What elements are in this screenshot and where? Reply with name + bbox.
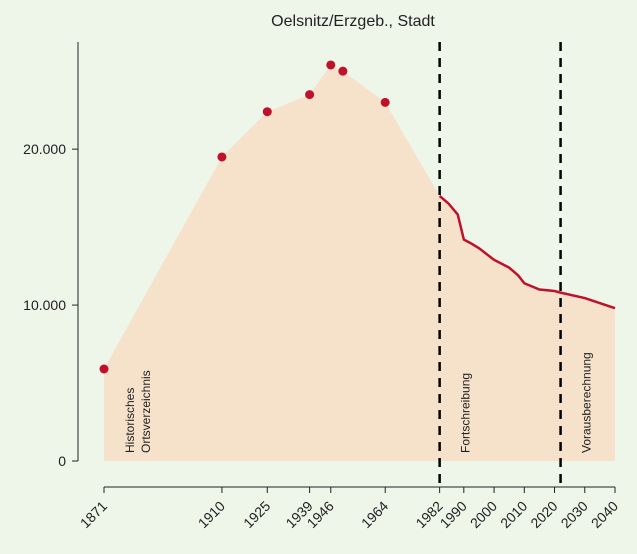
point <box>338 66 348 76</box>
point <box>262 107 272 117</box>
y-tick-label: 20.000 <box>23 141 66 157</box>
point <box>380 97 390 107</box>
point <box>217 152 227 162</box>
point <box>326 60 336 70</box>
annotation: Historisches <box>123 388 137 453</box>
point <box>305 90 315 100</box>
area <box>104 64 615 461</box>
y-tick-label: 10.000 <box>23 297 66 313</box>
annotation: Vorausberechnung <box>580 352 594 453</box>
point <box>99 364 109 374</box>
line <box>438 194 616 310</box>
chart-title: Oelsnitz/Erzgeb., Stadt <box>271 13 435 30</box>
annotation: Fortschreibung <box>459 373 473 453</box>
y-tick-label: 0 <box>58 453 66 469</box>
annotation: Ortsverzeichnis <box>139 370 153 453</box>
